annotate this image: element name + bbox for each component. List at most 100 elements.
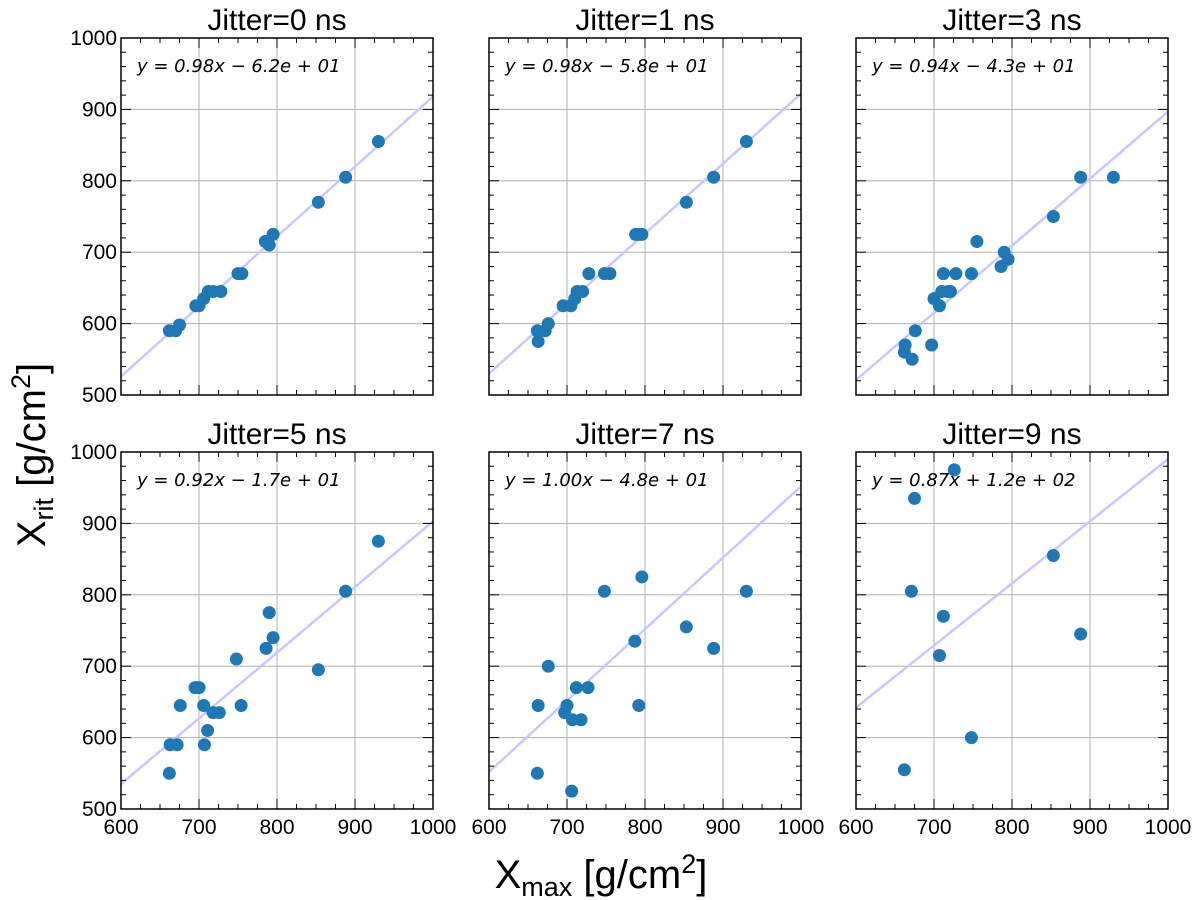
data-point <box>964 267 978 281</box>
data-point <box>262 238 276 252</box>
data-point <box>904 584 918 598</box>
data-point <box>173 318 186 332</box>
data-point <box>970 234 984 248</box>
fit-equation-label: y = 1.00x − 4.8e + 01 <box>504 470 709 491</box>
axes-frame <box>488 37 802 396</box>
scatter-panel-2: Jitter=1 ns y = 0.98x − 5.8e + 01 <box>488 4 802 396</box>
data-point <box>936 609 950 623</box>
data-point <box>679 195 693 209</box>
data-point <box>628 634 642 648</box>
panel-title: Jitter=0 ns <box>207 4 346 37</box>
x-tick-label: 1000 <box>1145 816 1192 839</box>
data-point <box>679 620 693 634</box>
y-tick-label: 600 <box>82 727 117 750</box>
data-point <box>560 698 574 712</box>
scatter-panel-3: Jitter=3 ns y = 0.94x − 4.3e + 01 <box>855 4 1169 396</box>
fit-line <box>856 110 1168 381</box>
y-axis-title: Xrit [g/cm2] <box>6 363 59 547</box>
data-point <box>707 641 721 655</box>
x-tick-label: 600 <box>838 816 873 839</box>
data-point <box>581 681 595 695</box>
scatter-panel-1: 500 600 700 800 900 1000 Jitter=0 ns y = 0.98x … <box>70 4 434 407</box>
scatter-panel-5: 600 700 800 900 1000 Jitter=7 ns y = 1.00x − 4… <box>471 418 824 839</box>
data-point <box>170 738 184 752</box>
x-tick-label: 900 <box>337 816 372 839</box>
data-point <box>1074 627 1088 641</box>
data-point <box>212 706 226 720</box>
data-point <box>235 267 249 281</box>
x-tick-label: 600 <box>103 816 138 839</box>
scatter-panel-6: 600 700 800 900 1000 Jitter=9 ns y = 0.87x + 1… <box>838 418 1191 839</box>
y-tick-label: 900 <box>82 98 117 121</box>
data-point <box>531 698 545 712</box>
fit-line <box>489 485 801 773</box>
data-point <box>197 698 211 712</box>
x-tick-label: 900 <box>705 816 740 839</box>
data-point <box>229 652 243 666</box>
data-point <box>192 681 206 695</box>
axes-frame <box>120 37 434 396</box>
x-tick-label: 800 <box>627 816 662 839</box>
data-point <box>371 534 385 548</box>
data-point <box>266 227 280 241</box>
data-point <box>947 463 961 477</box>
x-tick-label: 700 <box>549 816 584 839</box>
y-tick-label: 700 <box>82 655 117 678</box>
data-point <box>739 584 753 598</box>
data-point <box>541 659 555 673</box>
data-point <box>339 584 353 598</box>
x-axis-title: Xmax [g/cm2] <box>495 849 708 900</box>
data-point <box>707 170 721 184</box>
data-point <box>574 713 588 727</box>
data-point <box>541 317 555 331</box>
data-point <box>635 570 649 584</box>
data-point <box>259 641 273 655</box>
data-point <box>936 267 950 281</box>
data-point <box>905 352 919 366</box>
data-point <box>197 738 211 752</box>
y-tick-label: 800 <box>82 170 117 193</box>
x-tick-label: 600 <box>471 816 506 839</box>
data-point <box>262 606 276 620</box>
data-point <box>1074 170 1088 184</box>
panel-title: Jitter=3 ns <box>942 4 1081 37</box>
data-point <box>173 698 187 712</box>
data-point <box>371 135 385 149</box>
axes-frame <box>488 451 802 810</box>
scatter-panel-4: 600 700 800 900 10005006007008009001000Jitte… <box>70 418 456 839</box>
data-point <box>635 227 649 241</box>
x-tick-label: 800 <box>259 816 294 839</box>
x-tick-label: 800 <box>994 816 1029 839</box>
fit-equation-label: y = 0.94x − 4.3e + 01 <box>871 56 1076 77</box>
panel-title: Jitter=7 ns <box>575 418 714 451</box>
data-point <box>1106 170 1120 184</box>
data-point <box>925 338 939 352</box>
x-tick-label: 1000 <box>410 816 457 839</box>
fit-equation-label: y = 0.98x − 5.8e + 01 <box>504 56 709 77</box>
data-point <box>531 334 545 348</box>
y-tick-label: 1000 <box>70 441 117 464</box>
axes-frame <box>120 451 434 810</box>
fit-equation-label: y = 0.92x − 1.7e + 01 <box>136 470 341 491</box>
data-point <box>1001 252 1015 266</box>
data-point <box>964 731 978 745</box>
fit-line <box>856 458 1168 709</box>
x-tick-label: 900 <box>1072 816 1107 839</box>
y-tick-label: 1000 <box>70 27 117 50</box>
data-point <box>949 267 963 281</box>
y-tick-label: 900 <box>82 512 117 535</box>
data-point <box>234 698 248 712</box>
y-tick-label: 700 <box>82 241 117 264</box>
x-tick-label: 700 <box>916 816 951 839</box>
data-point <box>582 267 596 281</box>
data-point <box>201 723 215 737</box>
data-point <box>943 284 957 298</box>
data-point <box>932 299 946 313</box>
data-point <box>897 763 911 777</box>
data-point <box>214 284 228 298</box>
y-tick-label: 800 <box>82 584 117 607</box>
data-point <box>908 324 922 338</box>
data-point <box>932 648 946 662</box>
data-point <box>1046 210 1060 223</box>
data-point <box>908 491 921 505</box>
